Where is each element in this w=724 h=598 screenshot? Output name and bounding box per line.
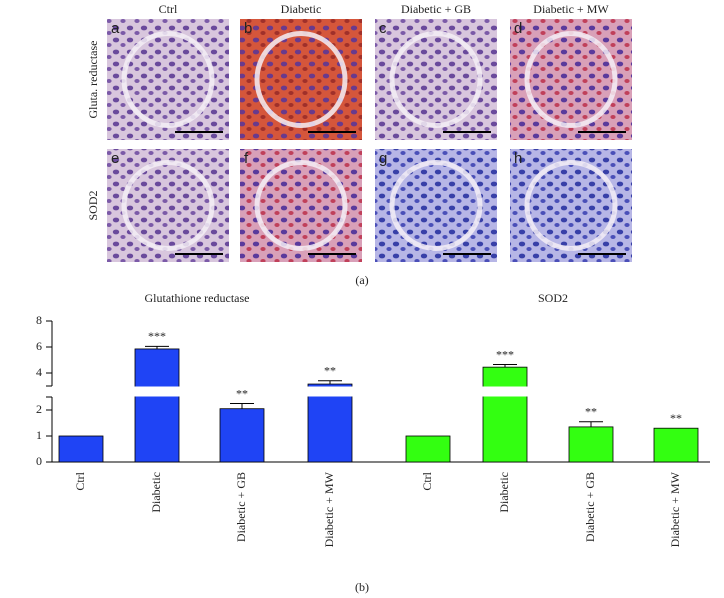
y-tick-label: 1: [36, 428, 42, 442]
glomerulus-outline: [254, 160, 348, 251]
caption: (b): [355, 580, 369, 594]
panel-letter: a: [111, 20, 120, 37]
chart-title: SOD2: [538, 291, 568, 305]
glomerulus-outline: [121, 31, 215, 128]
x-tick-label: Diabetic + GB: [583, 472, 597, 542]
axis-break-gap: [482, 386, 528, 397]
micrograph: [107, 19, 229, 140]
significance-label: **: [236, 386, 248, 400]
glomerulus-outline: [389, 160, 483, 251]
bar: [307, 383, 353, 463]
micrograph: [240, 149, 362, 262]
micrograph-grid: a b c d e f g h: [107, 19, 632, 262]
y-tick-label: 6: [36, 339, 42, 353]
micrograph: [107, 149, 229, 262]
chart-title: Glutathione reductase: [145, 291, 250, 305]
significance-label: **: [670, 411, 682, 425]
glomerulus-outline: [389, 31, 483, 128]
significance-label: ***: [496, 347, 514, 361]
row-label: Gluta. reductase: [86, 41, 100, 119]
y-tick-label: 4: [36, 365, 42, 379]
panel-letter: f: [244, 150, 249, 167]
bar: [58, 435, 104, 463]
axis-break-gap: [134, 386, 180, 397]
panel-letter: h: [514, 150, 522, 167]
panel-letter: e: [111, 150, 119, 167]
row-label: SOD2: [86, 190, 100, 220]
panel-letter: g: [379, 150, 387, 167]
micrograph: [510, 149, 632, 262]
significance-label: **: [585, 404, 597, 418]
glomerulus-outline: [121, 160, 215, 251]
x-tick-label: Ctrl: [73, 471, 87, 490]
column-label: Diabetic + MW: [533, 2, 609, 16]
y-tick-label: 2: [36, 402, 42, 416]
bar: [482, 366, 528, 463]
column-label: Diabetic: [281, 2, 322, 16]
glomerulus-outline: [524, 31, 618, 128]
bar: [134, 348, 180, 463]
panel-letter: d: [514, 20, 522, 37]
bar: [219, 408, 265, 463]
bar: [568, 426, 614, 463]
significance-label: **: [324, 364, 336, 378]
y-tick-label: 0: [36, 454, 42, 468]
axis-break-gap: [307, 386, 353, 397]
micrograph: [375, 149, 497, 262]
x-tick-label: Diabetic: [497, 472, 511, 513]
significance-label: ***: [148, 329, 166, 343]
x-tick-label: Diabetic + GB: [234, 472, 248, 542]
bar: [405, 435, 451, 463]
x-tick-label: Diabetic + MW: [668, 471, 682, 547]
x-tick-label: Diabetic: [149, 472, 163, 513]
micrograph: [510, 19, 632, 140]
panel-letter: c: [379, 20, 387, 37]
panel-letter: b: [244, 20, 252, 37]
caption: (a): [355, 273, 368, 287]
micrograph: [375, 19, 497, 140]
bar: [653, 427, 699, 463]
y-tick-label: 8: [36, 313, 42, 327]
glomerulus-outline: [524, 160, 618, 251]
x-tick-label: Diabetic + MW: [322, 471, 336, 547]
column-label: Diabetic + GB: [401, 2, 471, 16]
column-label: Ctrl: [159, 2, 178, 16]
x-tick-label: Ctrl: [420, 471, 434, 490]
micrograph: [240, 19, 362, 140]
glomerulus-outline: [254, 31, 348, 128]
